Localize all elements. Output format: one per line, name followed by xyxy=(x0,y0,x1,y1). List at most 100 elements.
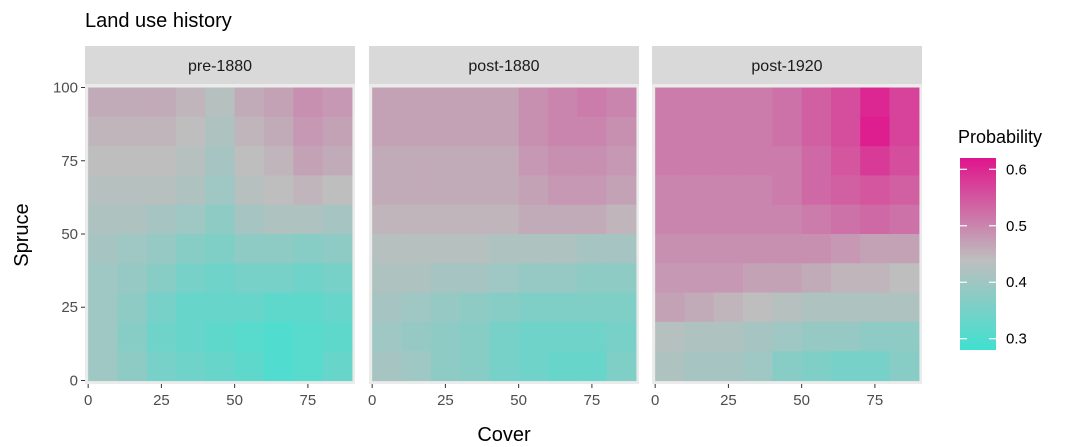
heat-cell xyxy=(772,116,803,147)
heat-cell xyxy=(234,292,265,323)
chart-title: Land use history xyxy=(85,10,232,32)
heat-cell xyxy=(430,204,461,235)
heat-cell xyxy=(577,204,608,235)
heat-cell xyxy=(117,234,148,264)
heat-cell xyxy=(322,116,353,147)
heat-cell xyxy=(655,146,686,177)
heat-cell xyxy=(234,146,265,177)
heat-cell xyxy=(606,234,637,264)
heat-cell xyxy=(88,87,119,118)
heat-cell xyxy=(860,351,891,382)
heat-cell xyxy=(577,321,608,352)
heat-cell xyxy=(372,116,403,147)
heat-cell xyxy=(655,87,686,118)
facet-strip-label: post-1880 xyxy=(468,58,539,75)
heat-cell xyxy=(146,146,177,177)
heat-cell xyxy=(234,321,265,352)
heat-cell xyxy=(830,116,861,147)
heat-cell xyxy=(88,321,119,352)
heat-cell xyxy=(860,292,891,323)
heat-cell xyxy=(430,234,461,264)
heat-cell xyxy=(518,146,549,177)
heat-cell xyxy=(372,234,403,264)
heat-cell xyxy=(430,263,461,294)
heat-cell xyxy=(518,204,549,235)
heat-cell xyxy=(146,292,177,323)
heat-cell xyxy=(146,175,177,206)
heat-cell xyxy=(547,146,578,177)
heat-cell xyxy=(655,292,686,323)
heat-cell xyxy=(205,351,236,382)
heat-cell xyxy=(176,263,206,294)
facet-panel-post-1920: post-1920 0 25 50 75 xyxy=(651,46,922,409)
heat-cell xyxy=(401,87,432,118)
heat-cell xyxy=(801,292,832,323)
heat-cell xyxy=(322,234,353,264)
heat-cell xyxy=(547,175,578,206)
heat-cell xyxy=(293,87,324,118)
heat-cell xyxy=(401,234,432,264)
heat-cell xyxy=(655,116,686,147)
heat-cell xyxy=(176,175,206,206)
heat-cell xyxy=(88,146,119,177)
legend: Probability 0.3 0.4 0.5 0.6 xyxy=(958,127,1042,350)
heat-cell xyxy=(889,204,920,235)
heat-cell xyxy=(889,263,920,294)
heat-cell xyxy=(401,263,432,294)
heat-cell xyxy=(234,175,265,206)
heat-cell xyxy=(889,175,920,206)
facet-panel-pre-1880: pre-1880 0 25 50 75 0 25 50 75 100 xyxy=(53,46,355,409)
heat-cell xyxy=(293,146,324,177)
heat-cell xyxy=(772,87,803,118)
heat-cell xyxy=(801,351,832,382)
heat-cell xyxy=(489,175,520,206)
heat-cell xyxy=(889,351,920,382)
heat-cell xyxy=(293,263,324,294)
x-tick-label: 0 xyxy=(368,392,376,409)
heat-cell xyxy=(263,351,294,382)
heat-cell xyxy=(489,263,520,294)
heat-cell xyxy=(117,204,148,235)
heat-cell xyxy=(684,204,715,235)
heat-cell xyxy=(743,321,773,352)
heat-cell xyxy=(401,292,432,323)
x-tick-label: 75 xyxy=(584,392,601,409)
heat-cell xyxy=(460,234,490,264)
heat-cell xyxy=(146,234,177,264)
legend-title: Probability xyxy=(958,127,1042,147)
heat-cell xyxy=(117,263,148,294)
heat-cell xyxy=(518,87,549,118)
heat-cell xyxy=(205,292,236,323)
heat-cell xyxy=(430,321,461,352)
heat-cell xyxy=(684,87,715,118)
heat-cell xyxy=(234,116,265,147)
y-tick-label: 50 xyxy=(61,226,78,243)
heat-cell xyxy=(117,87,148,118)
heat-cell xyxy=(772,175,803,206)
heat-cell xyxy=(606,292,637,323)
heat-cell xyxy=(372,146,403,177)
heat-cell xyxy=(146,204,177,235)
heat-cell xyxy=(606,175,637,206)
heat-cell xyxy=(322,204,353,235)
heat-cell xyxy=(713,263,744,294)
heat-cell xyxy=(547,204,578,235)
heat-cell xyxy=(743,234,773,264)
heat-cell xyxy=(234,263,265,294)
heat-cell xyxy=(460,351,490,382)
heat-cell xyxy=(460,204,490,235)
x-tick-label: 50 xyxy=(510,392,527,409)
heat-cell xyxy=(176,87,206,118)
heat-cell xyxy=(889,321,920,352)
heat-cell xyxy=(88,116,119,147)
heat-cell xyxy=(713,87,744,118)
heat-cell xyxy=(547,87,578,118)
heat-cell xyxy=(176,351,206,382)
heat-cell xyxy=(577,146,608,177)
heat-cell xyxy=(460,321,490,352)
heat-cell xyxy=(176,234,206,264)
heat-cell xyxy=(234,351,265,382)
heat-cell xyxy=(293,292,324,323)
heat-cell xyxy=(606,87,637,118)
heat-cell xyxy=(117,351,148,382)
